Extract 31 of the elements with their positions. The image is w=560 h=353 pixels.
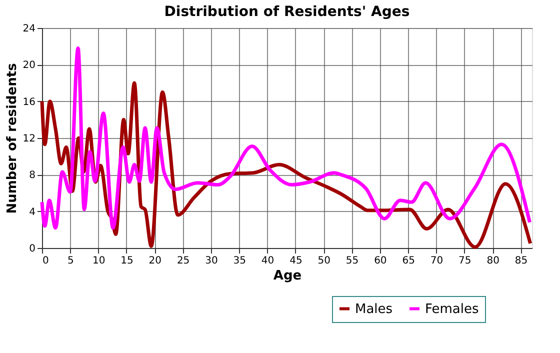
x-tick-label: 80: [486, 256, 500, 266]
y-tick-label: 24: [22, 24, 36, 34]
x-tick-label: 10: [92, 256, 106, 266]
x-tick-label: 70: [430, 256, 444, 266]
legend-label: Males: [355, 302, 393, 317]
line-series: [40, 46, 532, 230]
x-tick-label: 5: [67, 256, 74, 266]
x-tick-label: 75: [458, 256, 472, 266]
x-tick-label: 35: [233, 256, 246, 266]
x-tick-label: 55: [346, 256, 359, 266]
y-axis-title: Number of residents: [4, 62, 20, 214]
y-tick-label: 4: [29, 206, 36, 218]
x-tick-label: 15: [120, 256, 134, 266]
y-tick-label: 0: [29, 244, 36, 254]
chart-title: Distribution of Residents' Ages: [164, 4, 410, 20]
x-tick-label: 25: [176, 256, 190, 266]
x-tick-label: 40: [261, 256, 274, 266]
x-tick-label: 50: [318, 256, 330, 266]
x-axis-title: Age: [273, 268, 302, 284]
x-tick-label: 85: [514, 256, 528, 266]
y-tick-label: 8: [29, 170, 36, 182]
x-tick-label: 20: [148, 256, 162, 266]
x-tick-label: 45: [290, 256, 302, 266]
y-tick-label: 20: [22, 60, 36, 72]
y-tick-label: 16: [22, 96, 36, 108]
x-tick-label: 30: [205, 256, 218, 266]
y-tick-label: 12: [22, 134, 36, 144]
x-tick-label: 0: [42, 256, 49, 266]
legend-label: Females: [425, 302, 480, 317]
x-tick-label: 65: [402, 256, 415, 266]
x-tick-label: 60: [374, 256, 387, 266]
